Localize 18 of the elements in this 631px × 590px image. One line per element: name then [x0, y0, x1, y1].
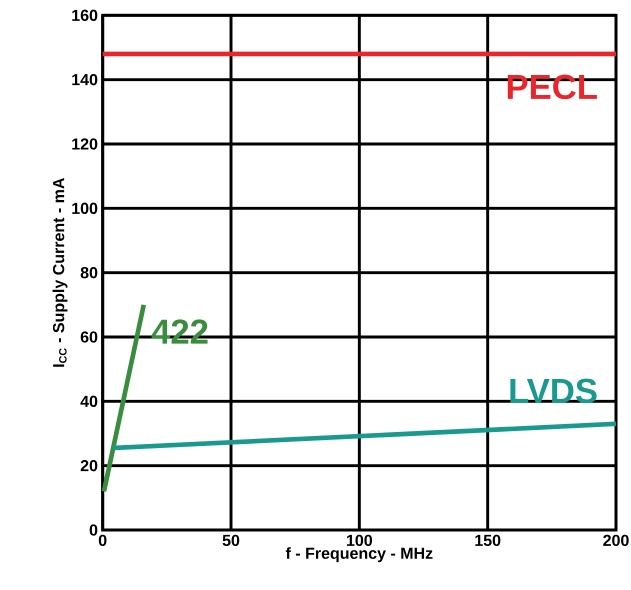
y-tick-label: 40	[80, 396, 98, 407]
x-tick-label: 100	[346, 534, 372, 546]
y-tick-label: 120	[72, 138, 98, 150]
x-axis-title: f - Frequency - MHz	[286, 547, 433, 562]
y-axis-title: I$_{CC}$ - Supply Current - mA	[52, 178, 68, 367]
y-tick-label: 80	[80, 267, 98, 278]
x-tick-label: 150	[475, 534, 500, 546]
y-tick-label: 100	[72, 202, 98, 214]
y-tick-label: 0	[90, 524, 98, 536]
x-tick-label: 200	[603, 534, 629, 546]
y-tick-label: 20	[80, 460, 98, 472]
series-label: PECL	[508, 74, 597, 100]
x-tick-label: 50	[222, 534, 240, 546]
y-tick-label: 160	[72, 10, 98, 21]
y-tick-label: 140	[72, 74, 98, 86]
y-tick-label: 60	[80, 331, 98, 343]
series-label: LVDS	[510, 378, 597, 404]
x-tick-label: 0	[98, 534, 106, 546]
